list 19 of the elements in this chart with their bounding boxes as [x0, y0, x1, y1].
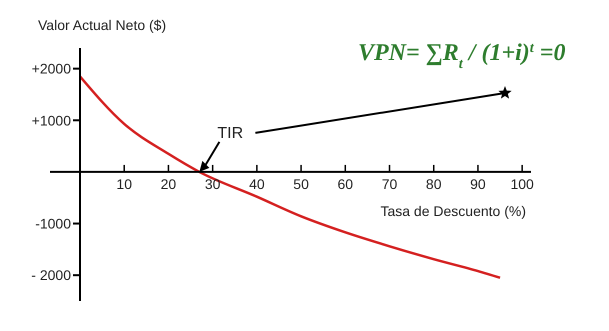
y-tick-label: +1000 — [32, 112, 72, 128]
y-tick-label: +2000 — [32, 60, 72, 77]
y-tick-label: - 2000 — [31, 267, 72, 284]
x-tick-label: 80 — [426, 176, 442, 192]
annotation: VPN= ∑R$_{t}$ / (1+i)$^{t}$ =0 — [358, 40, 566, 72]
x-axis-title: Tasa de Descuento (%) — [380, 202, 526, 219]
x-tick-label: 60 — [338, 176, 354, 192]
y-tick-label: -1000 — [35, 216, 72, 232]
x-tick-label: 40 — [249, 176, 265, 192]
x-tick-label: 30 — [204, 176, 221, 192]
line-series — [80, 75, 502, 280]
y-axis-title: Valor Actual Neto ($) — [38, 17, 166, 33]
x-tick-label: 90 — [470, 176, 486, 192]
x-tick-label: 50 — [293, 176, 310, 192]
annotation: TIR — [217, 124, 244, 142]
x-tick-label: 70 — [382, 176, 398, 192]
x-tick-label: 10 — [116, 176, 132, 192]
x-tick-label: 100 — [510, 176, 534, 192]
x-tick-label: 20 — [160, 176, 176, 192]
